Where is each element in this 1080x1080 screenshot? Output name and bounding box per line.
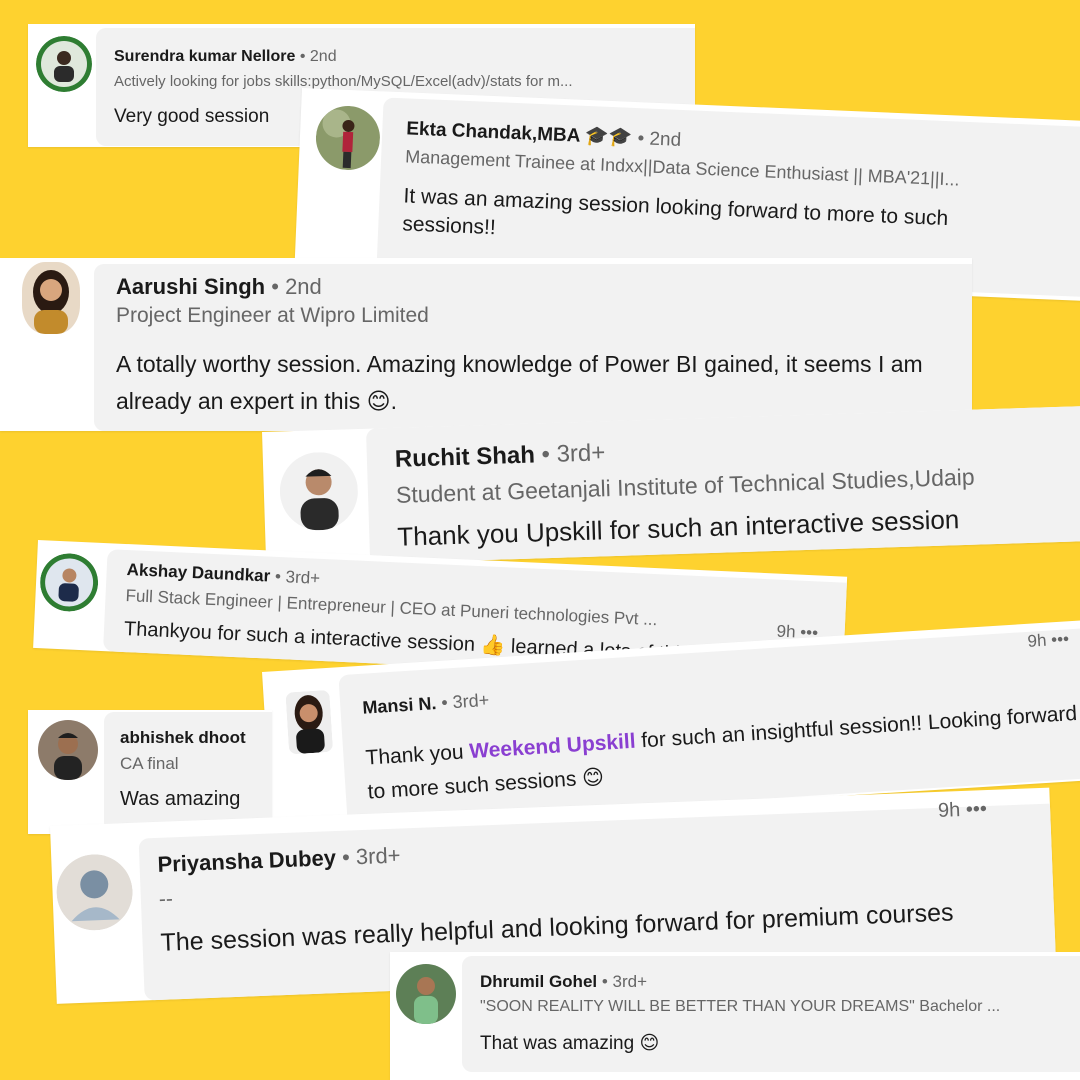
default-avatar-icon: [56, 854, 133, 931]
comment-text: Was amazing: [120, 788, 241, 810]
comment-time[interactable]: 9h •••: [1026, 629, 1070, 651]
avatar-mansi[interactable]: [285, 689, 334, 755]
commenter-name[interactable]: Surendra kumar Nellore: [114, 48, 296, 65]
avatar-dhrumil[interactable]: [396, 964, 456, 1024]
commenter-name[interactable]: Ruchit Shah: [394, 441, 536, 473]
comment-text: It was an amazing session looking forwar…: [401, 184, 949, 240]
connection-degree: • 3rd+: [274, 566, 321, 588]
avatar-priyansha[interactable]: [55, 853, 134, 932]
avatar-dhrumil-icon: [396, 964, 456, 1024]
commenter-name[interactable]: Aarushi Singh: [116, 274, 266, 299]
comment-text: That was amazing 😊: [480, 1033, 660, 1054]
avatar-akshay-icon: [40, 553, 99, 612]
mention-weekend-upskill[interactable]: Weekend Upskill: [468, 729, 637, 764]
avatar-ekta[interactable]: [314, 104, 382, 172]
avatar-ekta-icon: [314, 104, 382, 172]
comment-text: Thank you Upskill for such an interactiv…: [396, 504, 960, 552]
commenter-headline: Actively looking for jobs skills:python/…: [114, 73, 573, 90]
comment-card-akshay: Akshay Daundkar • 3rd+ Full Stack Engine…: [33, 540, 848, 685]
comment-text: Very good session: [114, 106, 270, 127]
comment-card-abhishek: abhishek dhoot CA final Was amazing: [28, 710, 272, 834]
avatar-ruchit[interactable]: [278, 451, 360, 532]
avatar-abhishek-icon: [38, 720, 98, 780]
avatar-ruchit-icon: [278, 451, 360, 532]
commenter-headline: CA final: [120, 754, 179, 773]
avatar-akshay[interactable]: [39, 552, 100, 613]
commenter-name[interactable]: Ekta Chandak,MBA 🎓🎓: [405, 118, 633, 149]
commenter-name[interactable]: abhishek dhoot: [120, 728, 246, 747]
comment-bubble: Ruchit Shah • 3rd+ Student at Geetanjali…: [365, 405, 1080, 564]
connection-degree: • 3rd+: [541, 439, 606, 469]
comment-card-ruchit: Ruchit Shah • 3rd+ Student at Geetanjali…: [262, 405, 1080, 567]
commenter-name[interactable]: Mansi N.: [361, 693, 437, 718]
comment-card-aarushi: Aarushi Singh • 2nd Project Engineer at …: [0, 258, 972, 431]
commenter-name[interactable]: Dhrumil Gohel: [480, 972, 598, 991]
connection-degree: • 3rd+: [341, 842, 401, 870]
comment-bubble: abhishek dhoot CA final Was amazing: [104, 712, 272, 832]
comment-bubble: Aarushi Singh • 2nd Project Engineer at …: [94, 264, 972, 431]
connection-degree: • 3rd+: [601, 972, 648, 991]
avatar-mansi-icon: [285, 689, 334, 755]
commenter-headline: Project Engineer at Wipro Limited: [116, 304, 429, 327]
commenter-name[interactable]: Priyansha Dubey: [157, 845, 337, 877]
avatar-aarushi[interactable]: [22, 262, 80, 334]
comment-card-dhrumil: Dhrumil Gohel • 3rd+ "SOON REALITY WILL …: [390, 952, 1080, 1080]
avatar-surendra[interactable]: [36, 36, 92, 92]
avatar-abhishek[interactable]: [38, 720, 98, 780]
comment-card-ekta: Ekta Chandak,MBA 🎓🎓 • 2nd Management Tra…: [294, 88, 1080, 301]
comment-bubble: Dhrumil Gohel • 3rd+ "SOON REALITY WILL …: [462, 956, 1080, 1072]
comment-text: A totally worthy session. Amazing knowle…: [116, 351, 923, 414]
comment-card-mansi: Mansi N. • 3rd+ 9h ••• Thank you Weekend…: [262, 619, 1080, 832]
connection-degree: • 2nd: [299, 48, 337, 65]
avatar-aarushi-icon: [22, 262, 80, 334]
comment-text-prefix: Thank you: [364, 740, 471, 770]
connection-degree: • 3rd+: [440, 689, 490, 713]
avatar-surendra-icon: [36, 36, 92, 92]
comment-time[interactable]: 9h •••: [937, 798, 988, 822]
connection-degree: • 2nd: [271, 274, 322, 299]
commenter-headline: "SOON REALITY WILL BE BETTER THAN YOUR D…: [480, 998, 1001, 1015]
connection-degree: • 2nd: [637, 128, 682, 151]
commenter-name[interactable]: Akshay Daundkar: [126, 560, 271, 586]
comment-card-priyansha: Priyansha Dubey • 3rd+ 9h ••• -- The ses…: [50, 787, 1057, 1004]
